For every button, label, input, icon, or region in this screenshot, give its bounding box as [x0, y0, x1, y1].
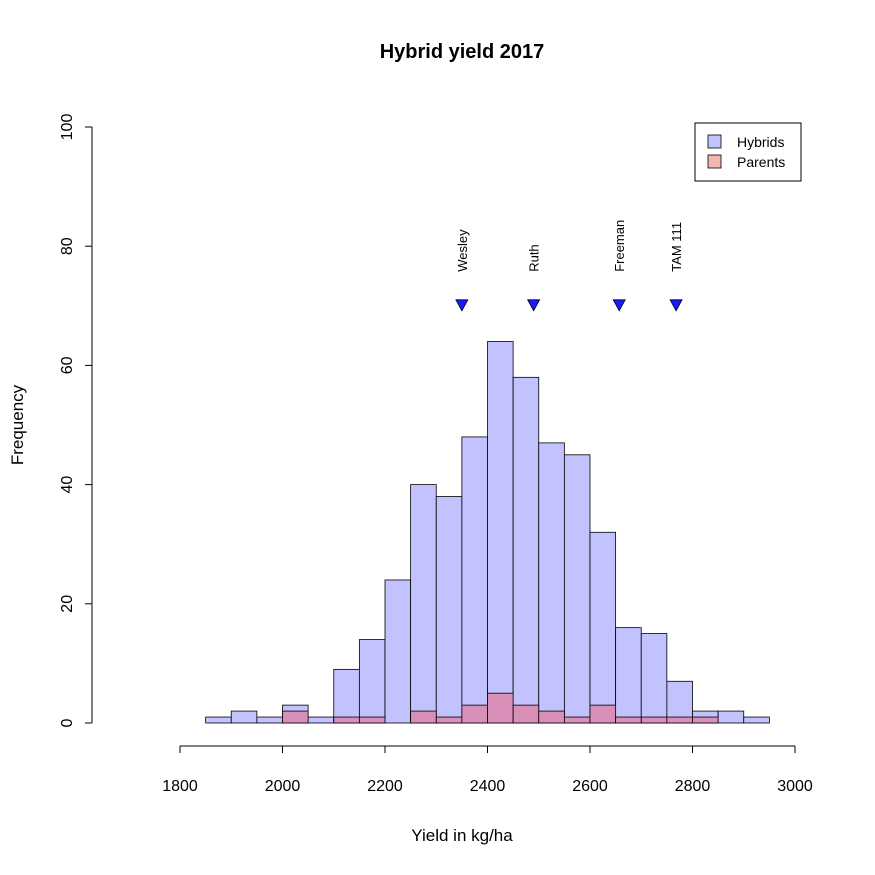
- hybrids-bar: [256, 716, 283, 724]
- parents-bar: [640, 716, 668, 724]
- hybrids-bar: [205, 716, 232, 724]
- hybrids-bar: [563, 454, 591, 724]
- variety-label-freeman: Freeman: [612, 220, 627, 272]
- parents-bar: [282, 710, 309, 724]
- y-tick-label: 20: [59, 595, 76, 613]
- hybrids-bar: [512, 376, 540, 724]
- x-tick-label: 3000: [777, 778, 813, 795]
- legend-swatch-hybrids: [707, 134, 722, 149]
- hybrids-bar: [435, 496, 463, 724]
- x-tick-label: 1800: [162, 778, 198, 795]
- variety-label-tam-111: TAM 111: [669, 222, 684, 272]
- hybrids-bar: [384, 579, 412, 724]
- hybrids-bar: [307, 716, 335, 724]
- variety-label-ruth: Ruth: [527, 244, 542, 271]
- parents-bar: [692, 716, 719, 724]
- y-axis-label: Frequency: [8, 384, 27, 465]
- parents-bar: [615, 716, 642, 724]
- bars-group: [205, 341, 770, 724]
- y-tick-label: 0: [59, 718, 76, 727]
- hybrids-bar: [589, 531, 617, 724]
- legend-label-hybrids: Hybrids: [737, 134, 784, 150]
- parents-bar: [666, 716, 693, 724]
- hybrids-bar: [230, 710, 258, 724]
- hybrids-bar: [410, 484, 437, 724]
- markers-group: Wesley Ruth Freeman TAM 111: [455, 220, 684, 312]
- variety-marker-tam-111: [669, 299, 683, 312]
- hybrids-bar: [615, 627, 642, 724]
- parents-bar: [563, 716, 591, 724]
- parents-bar: [589, 704, 617, 724]
- hybrids-bar: [717, 710, 745, 724]
- variety-label-wesley: Wesley: [455, 229, 470, 272]
- y-tick-label: 100: [59, 114, 76, 141]
- parents-bar: [461, 704, 488, 724]
- variety-marker-wesley: [455, 299, 469, 312]
- parents-bar: [512, 704, 540, 724]
- x-tick-label: 2000: [265, 778, 301, 795]
- y-tick-label: 60: [59, 356, 76, 374]
- variety-marker-ruth: [526, 299, 541, 312]
- parents-bar: [435, 716, 463, 724]
- legend-box: [694, 122, 802, 182]
- y-axis: 0 20 40 60 80 100: [59, 114, 93, 727]
- hybrids-bar: [333, 668, 360, 724]
- legend-label-parents: Parents: [737, 154, 785, 170]
- x-tick-label: 2600: [572, 778, 608, 795]
- x-axis: 1800 2000 2200 2400 2600 2800 3000: [162, 745, 813, 795]
- parents-bar: [487, 692, 514, 724]
- chart-title: Hybrid yield 2017: [380, 41, 545, 63]
- parents-bar: [333, 716, 360, 724]
- legend-swatch-parents: [707, 154, 722, 169]
- parents-bar: [410, 710, 437, 724]
- x-axis-label: Yield in kg/ha: [411, 826, 513, 845]
- y-tick-label: 80: [59, 237, 76, 255]
- hybrids-bar: [358, 639, 386, 724]
- legend: Hybrids Parents: [694, 122, 802, 182]
- x-tick-label: 2800: [675, 778, 711, 795]
- hybrids-bar: [538, 442, 565, 724]
- parents-bar: [538, 710, 565, 724]
- hybrids-bar: [666, 680, 693, 724]
- x-tick-label: 2400: [470, 778, 506, 795]
- y-tick-label: 40: [59, 476, 76, 494]
- parents-bar: [358, 716, 386, 724]
- x-tick-label: 2200: [367, 778, 403, 795]
- variety-marker-freeman: [612, 299, 626, 312]
- hybrids-bar: [461, 436, 488, 724]
- hybrids-bar: [743, 716, 770, 724]
- hybrids-bar: [640, 633, 668, 724]
- hybrids-bar: [487, 341, 514, 724]
